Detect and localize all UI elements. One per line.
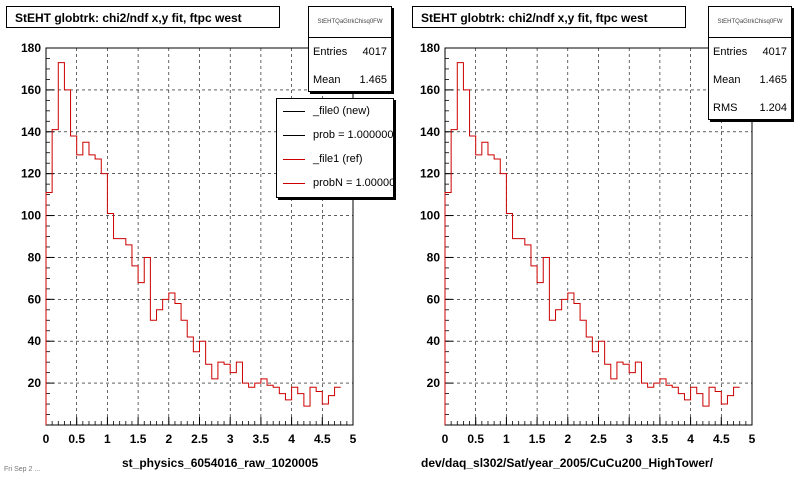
legend-swatch	[283, 183, 305, 184]
stats-label: Mean	[713, 74, 741, 86]
histogram-series-ref	[444, 62, 740, 425]
right-plot-caption: dev/daq_sl302/Sat/year_2005/CuCu200_High…	[421, 456, 713, 470]
left-stats-header: StEHTQaGtrkChisq0FW	[309, 7, 391, 38]
legend-entry-new: _file0 (new)	[277, 99, 393, 123]
legend-label: prob = 1.000000	[313, 129, 394, 141]
right-stats-box: StEHTQaGtrkChisq0FW Entries 4017 Mean 1.…	[708, 6, 792, 120]
stats-value: 1.465	[759, 74, 787, 86]
right-stats-rms: RMS 1.204	[709, 94, 791, 122]
legend-swatch	[283, 135, 305, 136]
x-tick-label: 5	[749, 432, 756, 446]
y-tick-label: 160	[21, 83, 41, 97]
x-tick-label: 4	[288, 432, 295, 446]
left-plot-title: StEHT globtrk: chi2/ndf x,y fit, ftpc we…	[6, 6, 280, 28]
y-tick-label: 80	[427, 250, 441, 264]
y-tick-label: 20	[28, 376, 42, 390]
y-tick-label: 40	[427, 334, 441, 348]
stats-label: Entries	[713, 46, 748, 58]
x-tick-label: 3.5	[253, 432, 270, 446]
left-stats-mean: Mean 1.465	[309, 66, 391, 94]
y-tick-label: 140	[420, 125, 440, 139]
y-tick-label: 180	[21, 41, 41, 55]
x-tick-label: 2	[564, 432, 571, 446]
legend: _file0 (new) prob = 1.000000 _file1 (ref…	[276, 98, 394, 198]
timestamp-note: Fri Sep 2 ...	[4, 466, 41, 473]
legend-label: probN = 1.000000	[313, 177, 394, 189]
legend-entry-probn: probN = 1.000000	[277, 171, 393, 195]
stats-value: 4017	[362, 46, 387, 58]
right-stats-entries: Entries 4017	[709, 38, 791, 66]
y-tick-label: 140	[21, 125, 41, 139]
x-tick-label: 1.5	[130, 432, 147, 446]
legend-entry-prob: prob = 1.000000	[277, 123, 393, 147]
left-stats-entries: Entries 4017	[309, 38, 391, 66]
stats-value: 4017	[762, 46, 787, 58]
x-tick-label: 4.5	[314, 432, 331, 446]
right-plot-title: StEHT globtrk: chi2/ndf x,y fit, ftpc we…	[412, 6, 686, 28]
legend-label: _file0 (new)	[313, 105, 370, 117]
y-tick-label: 160	[420, 83, 440, 97]
stats-value: 1.204	[759, 102, 787, 114]
right-stats-mean: Mean 1.465	[709, 66, 791, 94]
y-tick-label: 120	[21, 167, 41, 181]
y-tick-label: 60	[28, 292, 42, 306]
stats-label: Mean	[313, 74, 341, 86]
right-stats-header: StEHTQaGtrkChisq0FW	[709, 7, 791, 38]
x-tick-label: 0	[442, 432, 449, 446]
x-tick-label: 0.5	[467, 432, 484, 446]
stats-value: 1.465	[359, 74, 387, 86]
x-tick-label: 1	[104, 432, 111, 446]
stats-label: RMS	[713, 102, 738, 114]
y-tick-label: 120	[420, 167, 440, 181]
left-stats-box: StEHTQaGtrkChisq0FW Entries 4017 Mean 1.…	[308, 6, 392, 92]
x-tick-label: 3	[227, 432, 234, 446]
x-tick-label: 3.5	[652, 432, 669, 446]
y-tick-label: 40	[28, 334, 42, 348]
x-tick-label: 5	[350, 432, 357, 446]
x-tick-label: 0	[43, 432, 50, 446]
x-tick-label: 4	[687, 432, 694, 446]
x-tick-label: 1	[503, 432, 510, 446]
y-tick-label: 20	[427, 376, 441, 390]
y-tick-label: 100	[21, 209, 41, 223]
x-tick-label: 2.5	[191, 432, 208, 446]
x-tick-label: 3	[626, 432, 633, 446]
x-tick-label: 4.5	[713, 432, 730, 446]
x-tick-label: 0.5	[68, 432, 85, 446]
legend-swatch	[283, 111, 305, 112]
y-tick-label: 100	[420, 209, 440, 223]
x-tick-label: 2	[165, 432, 172, 446]
x-tick-label: 1.5	[529, 432, 546, 446]
legend-label: _file1 (ref)	[313, 153, 363, 165]
histogram-series-ref	[45, 62, 341, 425]
y-tick-label: 60	[427, 292, 441, 306]
y-tick-label: 180	[420, 41, 440, 55]
stats-label: Entries	[313, 46, 348, 58]
legend-swatch	[283, 159, 305, 160]
y-tick-label: 80	[28, 250, 42, 264]
legend-entry-ref: _file1 (ref)	[277, 147, 393, 171]
x-tick-label: 2.5	[590, 432, 607, 446]
left-plot-caption: st_physics_6054016_raw_1020005	[122, 456, 319, 470]
